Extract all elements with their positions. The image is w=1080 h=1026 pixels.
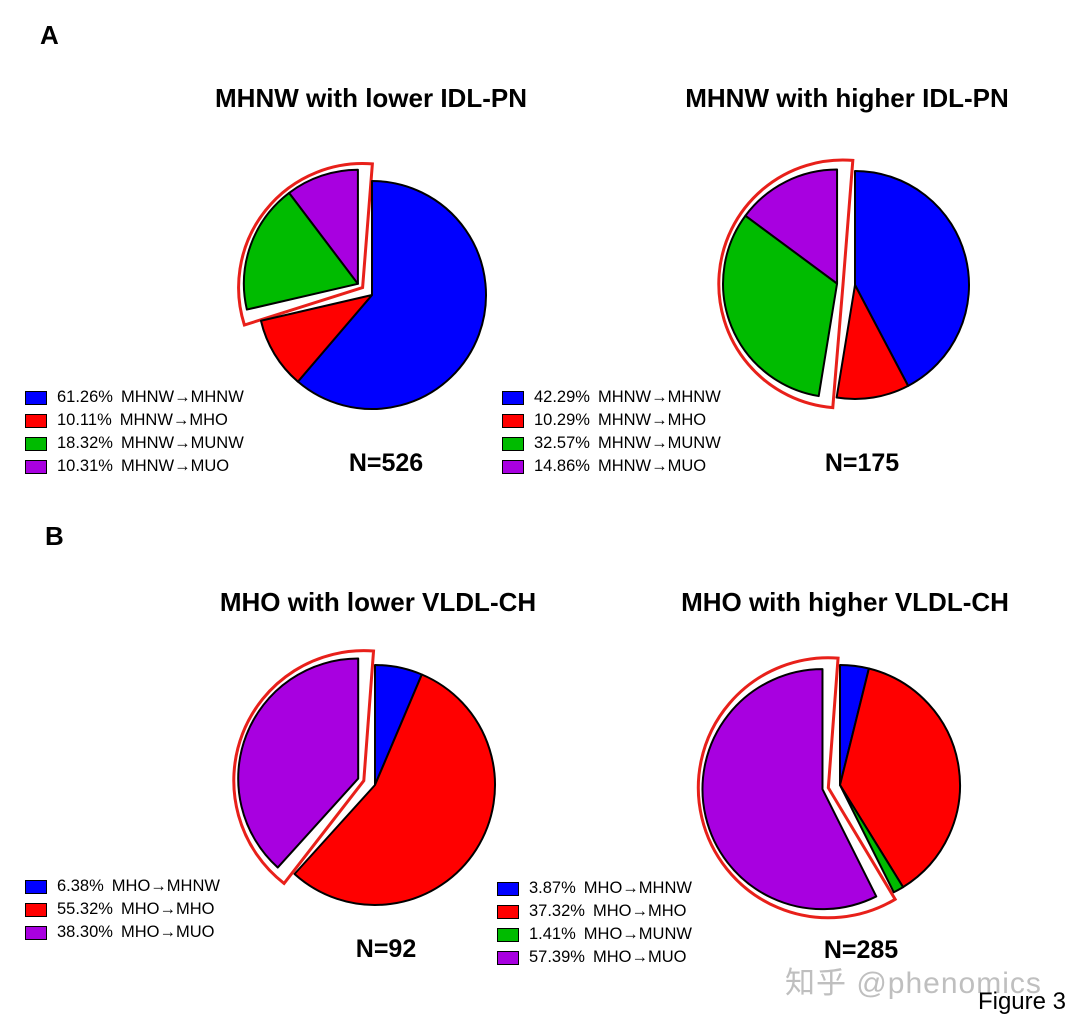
legend-swatch bbox=[25, 459, 47, 474]
legend-label: MHNW→MHO bbox=[119, 411, 228, 429]
legend-percent: 10.31% bbox=[57, 457, 113, 475]
chart-title: MHNW with lower IDL-PN bbox=[215, 83, 527, 113]
legend: 61.26% MHNW→MHNW 10.11% MHNW→MHO 18.32% MHNW→… bbox=[25, 386, 244, 478]
panel-label-a: A bbox=[40, 20, 59, 50]
legend-swatch bbox=[502, 390, 524, 405]
legend-swatch bbox=[25, 413, 47, 428]
legend-swatch bbox=[497, 927, 519, 942]
sample-size-label: N=175 bbox=[824, 449, 900, 477]
legend-item: 10.11% MHNW→MHO bbox=[25, 409, 244, 432]
legend-label: MHNW→MUNW bbox=[120, 434, 244, 452]
legend-item: 61.26% MHNW→MHNW bbox=[25, 386, 244, 409]
legend-swatch bbox=[25, 390, 47, 405]
pie-slice bbox=[839, 784, 905, 894]
chart-title: MHNW with higher IDL-PN bbox=[685, 83, 1009, 113]
sample-size-label: N=526 bbox=[348, 449, 424, 477]
legend-item: 3.87% MHO→MHNW bbox=[497, 877, 692, 900]
panel-label-b: B bbox=[45, 521, 64, 551]
legend-label: MHO→MHO bbox=[592, 902, 687, 920]
legend-item: 55.32% MHO→MHO bbox=[25, 898, 220, 921]
pie-slice bbox=[288, 168, 359, 285]
legend-percent: 14.86% bbox=[534, 457, 590, 475]
highlight-outline bbox=[232, 649, 376, 886]
sample-size-label: N=285 bbox=[823, 936, 899, 964]
highlight-outline bbox=[717, 158, 855, 410]
legend-label: MHO→MUO bbox=[120, 923, 215, 941]
legend-item: 57.39% MHO→MUO bbox=[497, 946, 692, 969]
legend-label: MHO→MHNW bbox=[111, 877, 220, 895]
legend-item: 10.31% MHNW→MUO bbox=[25, 455, 244, 478]
legend-percent: 42.29% bbox=[534, 388, 590, 406]
legend-percent: 37.32% bbox=[529, 902, 585, 920]
legend-swatch bbox=[25, 925, 47, 940]
pie-chart bbox=[232, 649, 496, 906]
legend-percent: 10.11% bbox=[57, 411, 112, 429]
legend-percent: 10.29% bbox=[534, 411, 590, 429]
legend-swatch bbox=[502, 459, 524, 474]
chart-title: MHO with lower VLDL-CH bbox=[219, 587, 537, 617]
legend: 3.87% MHO→MHNW 37.32% MHO→MHO 1.41% MHO→MUNW 5… bbox=[497, 877, 692, 969]
legend-swatch bbox=[497, 881, 519, 896]
pie-slice bbox=[259, 294, 373, 383]
legend-swatch bbox=[25, 879, 47, 894]
watermark: 知乎 @phenomics bbox=[785, 967, 1042, 1000]
legend-label: MHO→MHNW bbox=[583, 879, 692, 897]
legend-label: MHO→MUNW bbox=[583, 925, 692, 943]
legend-swatch bbox=[497, 904, 519, 919]
legend-label: MHO→MUO bbox=[592, 948, 687, 966]
legend-percent: 3.87% bbox=[529, 879, 576, 897]
pie-slice bbox=[293, 673, 496, 906]
legend-label: MHNW→MHO bbox=[597, 411, 707, 429]
legend-percent: 6.38% bbox=[57, 877, 104, 895]
legend-label: MHNW→MUO bbox=[597, 457, 707, 475]
legend-swatch bbox=[502, 436, 524, 451]
pie-slice bbox=[242, 191, 359, 311]
legend-item: 37.32% MHO→MHO bbox=[497, 900, 692, 923]
legend-label: MHNW→MUNW bbox=[597, 434, 721, 452]
legend-percent: 55.32% bbox=[57, 900, 113, 918]
legend-percent: 18.32% bbox=[57, 434, 113, 452]
legend-label: MHNW→MHNW bbox=[120, 388, 244, 406]
highlight-outline bbox=[696, 656, 898, 920]
chart-title: MHO with higher VLDL-CH bbox=[681, 587, 1009, 617]
pie-slice bbox=[835, 284, 910, 400]
legend-swatch bbox=[502, 413, 524, 428]
pie-slice bbox=[854, 170, 970, 387]
legend-item: 1.41% MHO→MUNW bbox=[497, 923, 692, 946]
legend: 6.38% MHO→MHNW 55.32% MHO→MHO 38.30% MHO→MUO bbox=[25, 875, 220, 944]
legend-item: 38.30% MHO→MUO bbox=[25, 921, 220, 944]
legend-item: 10.29% MHNW→MHO bbox=[502, 409, 721, 432]
pie-slice bbox=[237, 657, 360, 869]
pie-chart bbox=[237, 162, 487, 410]
pie-slice bbox=[744, 168, 839, 285]
pie-chart bbox=[717, 158, 970, 410]
legend-item: 32.57% MHNW→MUNW bbox=[502, 432, 721, 455]
legend-item: 6.38% MHO→MHNW bbox=[25, 875, 220, 898]
legend-percent: 1.41% bbox=[529, 925, 576, 943]
legend-swatch bbox=[25, 436, 47, 451]
figure-label: Figure 3 bbox=[977, 988, 1066, 1015]
legend-percent: 57.39% bbox=[529, 948, 585, 966]
legend-swatch bbox=[497, 950, 519, 965]
legend-percent: 38.30% bbox=[57, 923, 113, 941]
legend-swatch bbox=[25, 902, 47, 917]
pie-slice bbox=[722, 214, 839, 398]
pie-slice bbox=[701, 668, 878, 911]
highlight-outline bbox=[237, 162, 374, 327]
pie-chart bbox=[696, 656, 961, 920]
legend-percent: 32.57% bbox=[534, 434, 590, 452]
legend-percent: 61.26% bbox=[57, 388, 113, 406]
pie-slice bbox=[296, 180, 487, 410]
legend-label: MHNW→MHNW bbox=[597, 388, 721, 406]
legend-label: MHO→MHO bbox=[120, 900, 215, 918]
legend-item: 42.29% MHNW→MHNW bbox=[502, 386, 721, 409]
sample-size-label: N=92 bbox=[355, 935, 417, 963]
legend-label: MHNW→MUO bbox=[120, 457, 230, 475]
legend: 42.29% MHNW→MHNW 10.29% MHNW→MHO 32.57% MHNW→… bbox=[502, 386, 721, 478]
legend-item: 18.32% MHNW→MUNW bbox=[25, 432, 244, 455]
legend-item: 14.86% MHNW→MUO bbox=[502, 455, 721, 478]
